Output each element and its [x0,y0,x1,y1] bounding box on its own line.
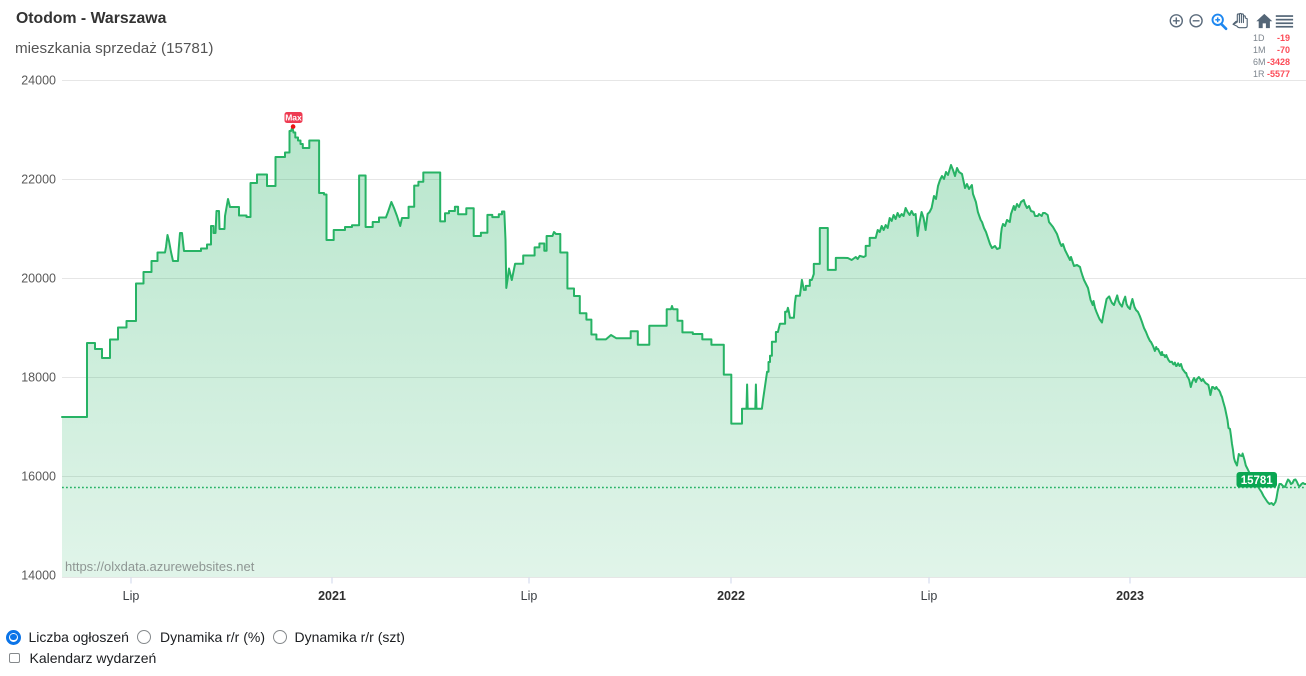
svg-text:18000: 18000 [21,371,56,385]
svg-text:2021: 2021 [318,589,346,603]
svg-text:https://olxdata.azurewebsites.: https://olxdata.azurewebsites.net [65,559,255,574]
svg-text:22000: 22000 [21,173,56,187]
svg-text:15781: 15781 [1241,475,1274,487]
svg-text:Lip: Lip [123,589,140,603]
svg-text:Lip: Lip [521,589,538,603]
svg-text:2022: 2022 [717,589,745,603]
svg-text:16000: 16000 [21,470,56,484]
svg-text:Max: Max [285,113,302,123]
svg-text:24000: 24000 [21,74,56,88]
svg-text:14000: 14000 [21,569,56,583]
svg-text:2023: 2023 [1116,589,1144,603]
svg-text:Lip: Lip [921,589,938,603]
svg-text:20000: 20000 [21,272,56,286]
